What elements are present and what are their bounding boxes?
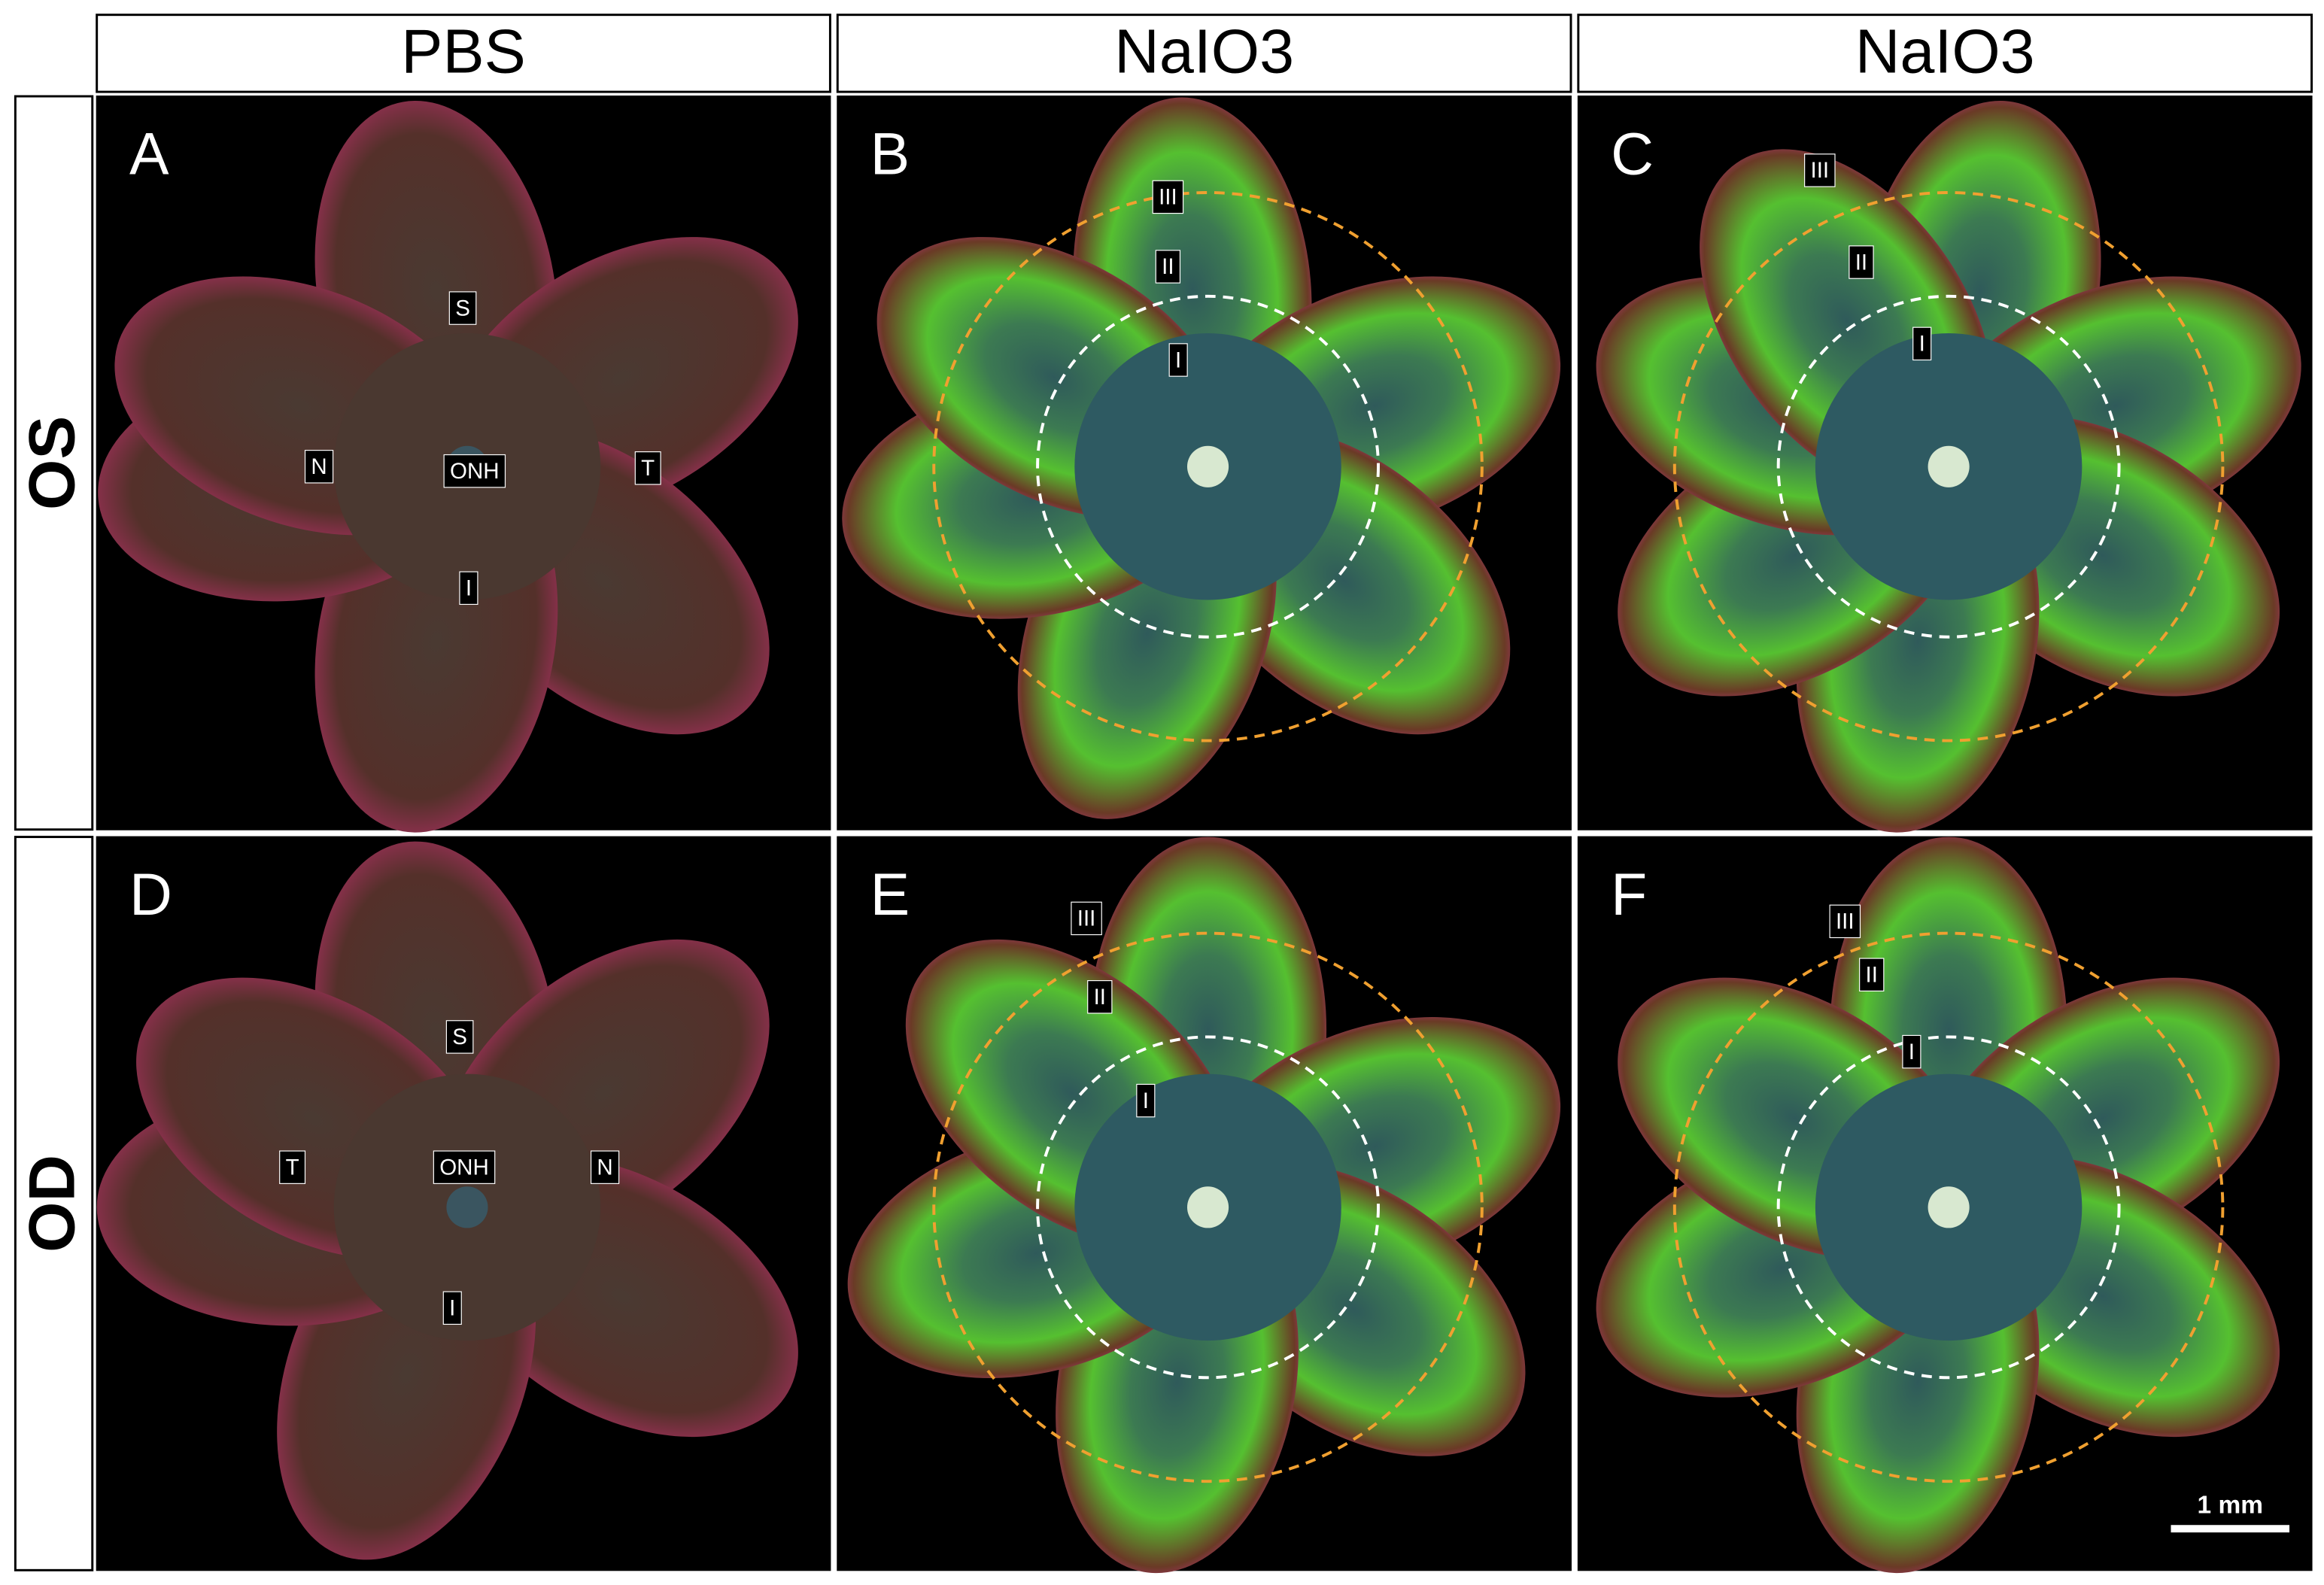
region-label: I xyxy=(1143,1089,1149,1113)
optic-nerve-head xyxy=(1928,445,1970,487)
column-header: NaIO3 xyxy=(1114,17,1294,87)
panel: A S N ONH T I xyxy=(96,96,831,833)
region-label: T xyxy=(641,456,655,481)
zone-border xyxy=(1036,1035,1380,1380)
retina-flatmount xyxy=(842,97,1561,819)
optic-nerve-head xyxy=(446,1186,488,1228)
region-label-box xyxy=(279,1150,306,1184)
column-header-box xyxy=(1577,14,2313,93)
region-label-box xyxy=(634,451,661,485)
region-label: ONH xyxy=(450,459,500,484)
zone-border xyxy=(1672,931,2225,1483)
column-header-box xyxy=(96,14,831,93)
retina-flatmount xyxy=(1596,100,2301,833)
retina-flatmount xyxy=(847,837,1561,1574)
region-label: II xyxy=(1094,985,1106,1010)
region-label: III xyxy=(1077,906,1096,931)
region-label: I xyxy=(1175,348,1181,372)
optic-nerve-head xyxy=(1928,1186,1970,1228)
region-label: II xyxy=(1162,254,1174,279)
region-label: ONH xyxy=(439,1155,489,1180)
region-label: S xyxy=(452,1025,467,1049)
panel-letter: E xyxy=(870,861,910,928)
zone-border xyxy=(932,191,1484,742)
region-label: I xyxy=(1919,332,1925,357)
zone-border xyxy=(1776,294,2121,639)
region-label-box xyxy=(1912,326,1932,361)
region-label-box xyxy=(1829,904,1861,939)
zone-border xyxy=(1036,294,1380,639)
optic-nerve-head xyxy=(1186,1186,1229,1228)
retina-flatmount xyxy=(96,841,798,1560)
panel-letter: B xyxy=(870,121,910,187)
region-label: N xyxy=(311,454,327,479)
column-header: NaIO3 xyxy=(1855,17,2035,87)
region-label-box xyxy=(459,571,478,606)
region-label-box xyxy=(1136,1083,1156,1118)
region-label-box xyxy=(1087,979,1113,1014)
region-label: III xyxy=(1836,909,1855,934)
region-label: S xyxy=(455,296,470,320)
region-label-box xyxy=(590,1150,620,1184)
zone-border xyxy=(1776,1035,2121,1380)
region-label-box xyxy=(445,1020,474,1054)
retina-flatmount xyxy=(98,100,798,833)
panel: D S T ONH N I xyxy=(96,836,831,1571)
region-label: I xyxy=(1909,1040,1915,1064)
region-label-box xyxy=(442,1291,462,1325)
scale-bar-label: 1 mm xyxy=(2198,1491,2263,1519)
optic-nerve-head xyxy=(1186,445,1229,487)
region-label-box xyxy=(1859,958,1885,991)
column-header-box xyxy=(836,14,1572,93)
column-header: PBS xyxy=(401,17,525,87)
zone-border xyxy=(1672,191,2225,742)
panel-letter: D xyxy=(129,861,172,928)
region-label: III xyxy=(1811,158,1830,183)
panel-letter: F xyxy=(1611,861,1647,928)
region-label-box xyxy=(1168,343,1188,377)
region-label-box xyxy=(1804,153,1836,187)
region-label: II xyxy=(1866,962,1878,987)
panel-letter: A xyxy=(129,121,169,187)
region-label-box xyxy=(1071,901,1102,936)
row-label: OD xyxy=(16,1155,88,1253)
region-label-box xyxy=(1849,245,1874,279)
retina-flatmount xyxy=(1596,837,2280,1574)
region-label: I xyxy=(449,1296,455,1321)
panel-letter: C xyxy=(1611,121,1654,187)
region-label: T xyxy=(286,1155,299,1180)
region-label-box xyxy=(443,454,506,488)
row-label-box xyxy=(14,836,94,1571)
row-label-box xyxy=(14,95,94,831)
region-label: N xyxy=(597,1155,612,1180)
region-label-box xyxy=(304,450,334,484)
region-label-box xyxy=(433,1150,496,1184)
region-label-box xyxy=(1902,1034,1921,1069)
region-label-box xyxy=(448,291,477,325)
row-label: OS xyxy=(16,416,88,510)
region-label: I xyxy=(466,576,472,601)
region-label-box xyxy=(1155,250,1181,284)
zone-border xyxy=(932,931,1484,1483)
region-label: III xyxy=(1159,185,1177,210)
region-label-box xyxy=(1152,180,1184,214)
region-label: II xyxy=(1855,250,1867,275)
